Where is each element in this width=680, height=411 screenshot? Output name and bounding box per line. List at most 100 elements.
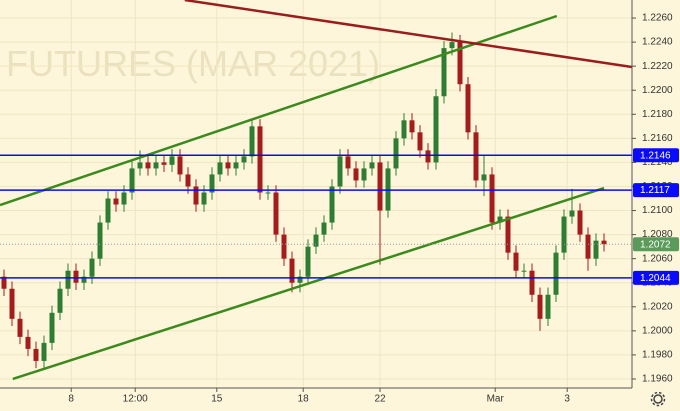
- candle-body: [73, 270, 79, 283]
- level-box: [633, 270, 679, 285]
- y-tick-label: 1.1980: [642, 350, 673, 361]
- candle-body: [25, 336, 31, 349]
- level-label: 1.2117: [640, 185, 670, 196]
- settings-icon[interactable]: [650, 391, 666, 407]
- y-tick-label: 1.2200: [642, 85, 673, 96]
- candle-body: [1, 276, 7, 289]
- candle-body: [265, 192, 271, 194]
- candle-body: [465, 84, 471, 133]
- y-tick-label: 1.2180: [642, 109, 673, 120]
- candle-body: [129, 168, 135, 193]
- level-box: [633, 148, 679, 163]
- y-tick-label: 1.2020: [642, 301, 673, 312]
- last-price-box: [633, 237, 679, 252]
- y-tick-label: 1.2080: [642, 229, 673, 240]
- candle-body: [281, 234, 287, 259]
- candle-body: [337, 156, 343, 187]
- candle-body: [417, 132, 423, 151]
- candle-body: [585, 234, 591, 259]
- candle-body: [193, 186, 199, 205]
- candle-body: [201, 192, 207, 205]
- x-tick-label: 12:00: [123, 394, 148, 405]
- candle-body: [321, 222, 327, 235]
- y-tick-label: 1.2220: [642, 61, 673, 72]
- x-tick-label: 8: [68, 394, 74, 405]
- candle-body: [57, 288, 63, 313]
- candle-body: [449, 42, 455, 49]
- x-tick-label: 22: [374, 394, 386, 405]
- candle-body: [161, 162, 167, 165]
- candle-body: [537, 294, 543, 319]
- level-label: 1.2146: [640, 150, 671, 161]
- axes: 1.19601.19801.20001.20201.20401.20601.20…: [68, 13, 679, 405]
- candle-body: [177, 156, 183, 175]
- candle-body: [289, 258, 295, 283]
- candle-body: [497, 216, 503, 223]
- candle-body: [481, 174, 487, 181]
- candle-body: [225, 162, 231, 169]
- candle-body: [65, 270, 71, 289]
- candle-body: [529, 270, 535, 295]
- candle-body: [113, 198, 119, 205]
- candle-body: [81, 276, 87, 283]
- candle-body: [169, 156, 175, 165]
- y-tick-label: 1.2100: [642, 205, 673, 216]
- candle-body: [561, 216, 567, 253]
- last-price-label: 1.2072: [640, 239, 671, 250]
- candle-body: [249, 126, 255, 157]
- candle-body: [409, 120, 415, 133]
- candle-body: [553, 252, 559, 295]
- candle-body: [305, 246, 311, 277]
- candle-body: [145, 162, 151, 169]
- candle-body: [361, 168, 367, 181]
- candle-body: [457, 42, 463, 85]
- candle-body: [9, 288, 15, 319]
- y-tick-label: 1.2140: [642, 157, 673, 168]
- candle-body: [313, 234, 319, 247]
- candle-body: [297, 276, 303, 283]
- y-tick-label: 1.2000: [642, 325, 673, 336]
- candle-body: [241, 156, 247, 163]
- x-tick-label: 3: [564, 394, 570, 405]
- candle-body: [369, 162, 375, 169]
- candle-body: [257, 126, 263, 193]
- x-tick-label: Mar: [487, 394, 505, 405]
- watermark: FUTURES (MAR 2021): [6, 43, 380, 84]
- trend-line: [0, 14, 558, 207]
- candle-body: [273, 192, 279, 235]
- x-tick-label: 15: [211, 394, 223, 405]
- y-tick-label: 1.1960: [642, 374, 673, 385]
- candle-body: [545, 294, 551, 319]
- candle-body: [377, 162, 383, 211]
- candle-body: [473, 132, 479, 181]
- candle-body: [33, 348, 39, 361]
- candle-body: [513, 252, 519, 271]
- y-tick-label: 1.2060: [642, 253, 673, 264]
- y-tick-label: 1.2240: [642, 37, 673, 48]
- candle-body: [577, 210, 583, 235]
- grid: [0, 0, 632, 388]
- candle-body: [489, 174, 495, 223]
- candle-body: [185, 174, 191, 187]
- candle-body: [505, 216, 511, 253]
- candle-body: [521, 270, 527, 272]
- candle-body: [89, 258, 95, 277]
- candle-body: [153, 162, 159, 169]
- candle-body: [593, 240, 599, 259]
- trend-line: [184, 0, 632, 69]
- candle-body: [41, 342, 47, 361]
- candle-body: [209, 174, 215, 193]
- candle-body: [105, 198, 111, 223]
- level-box: [633, 183, 679, 198]
- x-tick-label: 18: [298, 394, 310, 405]
- candle-body: [433, 96, 439, 163]
- candle-body: [49, 312, 55, 343]
- trend-line: [12, 186, 605, 381]
- candle-body: [601, 240, 607, 245]
- candle-body: [353, 168, 359, 181]
- level-label: 1.2044: [640, 273, 671, 284]
- candle-body: [17, 318, 23, 337]
